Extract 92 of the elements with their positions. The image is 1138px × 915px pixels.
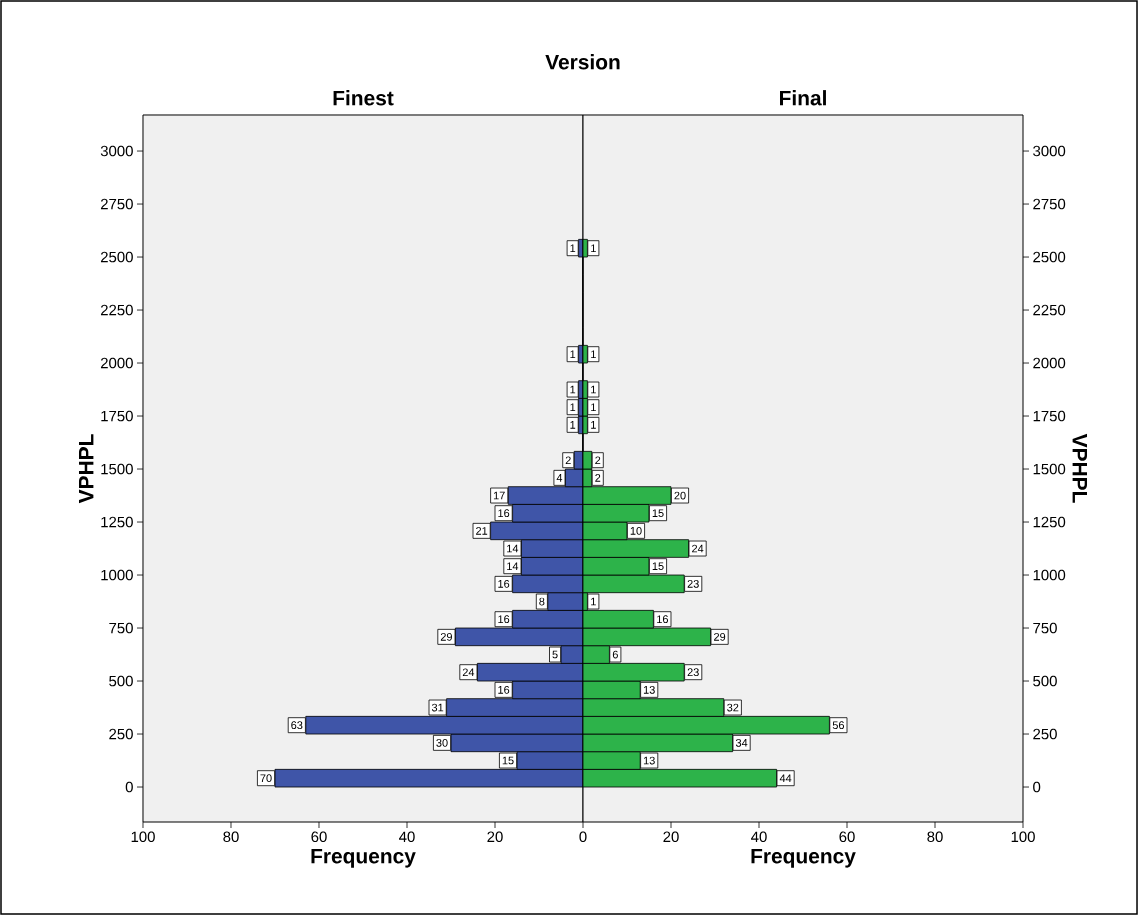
data-label: 34 bbox=[735, 738, 748, 747]
y-tick-label: 2000 bbox=[1033, 357, 1066, 369]
y-axis-title: VPHPL bbox=[79, 434, 94, 504]
data-label: 29 bbox=[440, 632, 452, 641]
y-tick-label: 1750 bbox=[1033, 410, 1066, 422]
y-tick-label: 2750 bbox=[100, 198, 133, 210]
y-tick-label: 0 bbox=[125, 781, 133, 793]
data-label: 14 bbox=[507, 562, 519, 570]
y-tick-label: 1750 bbox=[101, 410, 133, 422]
y-tick-label: 2750 bbox=[1033, 198, 1066, 210]
y-tick-label: 750 bbox=[109, 622, 133, 634]
data-label: 56 bbox=[832, 721, 845, 730]
data-label: 8 bbox=[539, 597, 545, 606]
data-label: 1 bbox=[570, 385, 576, 394]
data-label: 2 bbox=[595, 456, 601, 465]
x-tick-label: 60 bbox=[839, 831, 855, 843]
y-tick-label: 1000 bbox=[1033, 569, 1066, 581]
data-label: 1 bbox=[591, 403, 596, 411]
data-label: 17 bbox=[493, 491, 505, 500]
data-label: 16 bbox=[498, 579, 510, 588]
x-tick-label: 0 bbox=[579, 831, 587, 843]
y-tick-label: 1500 bbox=[1033, 463, 1066, 475]
y-tick-label: 3000 bbox=[1033, 145, 1066, 157]
x-tick-label: 40 bbox=[751, 831, 767, 843]
y-tick-label: 1500 bbox=[101, 463, 133, 475]
data-label: 13 bbox=[643, 756, 655, 765]
x-tick-label: 100 bbox=[131, 831, 155, 843]
x-tick-label: 40 bbox=[399, 831, 415, 843]
y-tick-label: 1250 bbox=[1033, 516, 1066, 528]
data-label: 15 bbox=[502, 756, 514, 765]
y-tick-label: 3000 bbox=[100, 145, 133, 157]
data-label: 16 bbox=[498, 509, 510, 518]
y-tick-label: 2250 bbox=[1033, 304, 1066, 316]
data-label: 1 bbox=[591, 350, 596, 358]
data-label: 1 bbox=[591, 244, 596, 252]
data-label: 1 bbox=[570, 350, 576, 358]
data-label: 1 bbox=[570, 244, 576, 252]
data-label: 20 bbox=[674, 491, 686, 500]
y-tick-label: 250 bbox=[1033, 728, 1057, 740]
x-axis-title: Frequency bbox=[751, 848, 856, 868]
data-label: 5 bbox=[552, 650, 558, 659]
data-label: 30 bbox=[436, 738, 448, 747]
data-label: 70 bbox=[260, 774, 272, 783]
x-tick-label: 20 bbox=[487, 831, 503, 843]
y-tick-label: 2500 bbox=[1033, 251, 1066, 263]
x-tick-label: 80 bbox=[927, 831, 943, 843]
chart-subtitle: Finest bbox=[333, 90, 394, 106]
data-label: 32 bbox=[727, 703, 739, 712]
y-tick-label: 1250 bbox=[101, 516, 133, 528]
data-label: 63 bbox=[291, 721, 303, 730]
data-label: 4 bbox=[556, 474, 563, 482]
data-label: 31 bbox=[431, 703, 444, 712]
y-tick-label: 500 bbox=[109, 675, 133, 687]
data-label: 1 bbox=[570, 421, 576, 429]
y-axis-title: VPHPL bbox=[1072, 433, 1088, 503]
data-label: 2 bbox=[565, 456, 571, 465]
data-label: 10 bbox=[630, 526, 642, 535]
y-tick-label: 2500 bbox=[100, 251, 133, 263]
x-tick-label: 20 bbox=[663, 831, 679, 843]
data-label: 13 bbox=[643, 685, 655, 694]
x-axis-title: Frequency bbox=[311, 848, 416, 868]
data-label: 16 bbox=[498, 615, 510, 624]
y-tick-label: 500 bbox=[1033, 675, 1057, 687]
data-label: 1 bbox=[591, 421, 596, 429]
data-label: 1 bbox=[570, 403, 576, 411]
data-label: 15 bbox=[652, 509, 664, 518]
chart-title: Version bbox=[545, 54, 620, 70]
y-tick-label: 0 bbox=[1033, 781, 1041, 793]
data-label: 16 bbox=[657, 615, 669, 624]
y-tick-label: 750 bbox=[1033, 622, 1057, 634]
data-label: 23 bbox=[687, 579, 699, 588]
y-tick-label: 2250 bbox=[100, 304, 133, 316]
data-label: 24 bbox=[692, 544, 704, 553]
chart-subtitle: Final bbox=[780, 90, 826, 106]
data-label: 21 bbox=[476, 527, 488, 535]
data-label: 16 bbox=[498, 685, 510, 694]
data-label: 1 bbox=[591, 597, 596, 606]
data-label: 44 bbox=[779, 774, 792, 782]
data-label: 1 bbox=[591, 385, 596, 394]
y-tick-label: 1000 bbox=[101, 569, 133, 581]
x-tick-label: 80 bbox=[223, 831, 239, 843]
y-tick-label: 250 bbox=[109, 728, 133, 740]
data-label: 2 bbox=[595, 474, 601, 482]
data-label: 23 bbox=[687, 668, 699, 677]
data-label: 6 bbox=[612, 650, 618, 659]
data-label: 15 bbox=[652, 562, 664, 571]
x-tick-label: 100 bbox=[1011, 831, 1035, 843]
data-label: 24 bbox=[462, 668, 475, 677]
y-tick-label: 2000 bbox=[100, 357, 133, 369]
data-label: 14 bbox=[507, 544, 519, 553]
x-tick-label: 60 bbox=[311, 831, 327, 843]
data-label: 29 bbox=[714, 632, 726, 641]
